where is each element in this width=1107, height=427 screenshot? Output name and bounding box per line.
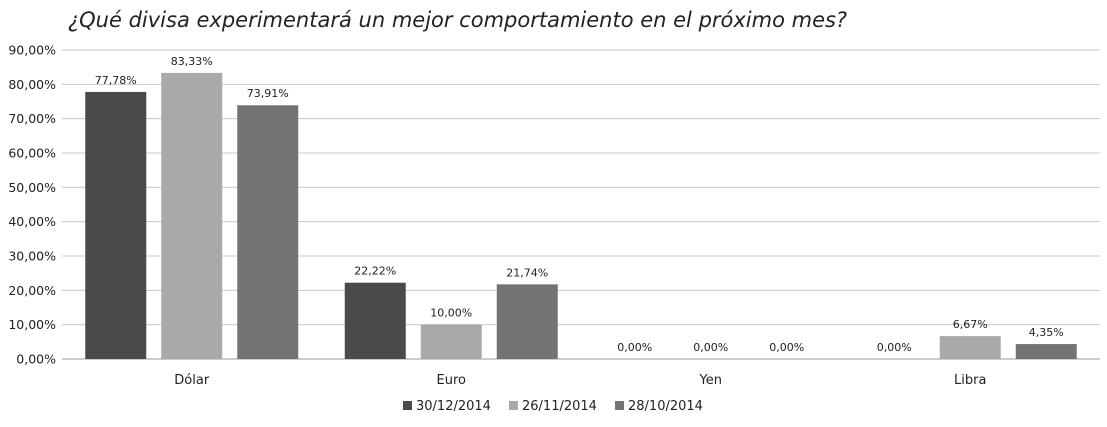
y-tick-label: 40,00% — [8, 214, 56, 229]
legend-swatch — [403, 401, 412, 410]
data-label: 0,00% — [617, 341, 652, 354]
data-label: 0,00% — [693, 341, 728, 354]
y-tick-label: 60,00% — [8, 146, 56, 161]
data-label: 0,00% — [877, 341, 912, 354]
y-tick-label: 70,00% — [8, 111, 56, 126]
bar — [237, 105, 299, 359]
legend-swatch — [509, 401, 518, 410]
data-label: 83,33% — [171, 55, 213, 68]
legend-swatch — [615, 401, 624, 410]
y-tick-label: 80,00% — [8, 77, 56, 92]
y-tick-label: 10,00% — [8, 317, 56, 332]
y-tick-label: 50,00% — [8, 180, 56, 195]
data-label: 6,67% — [953, 318, 988, 331]
bar — [1015, 344, 1077, 359]
y-tick-label: 30,00% — [8, 249, 56, 264]
x-tick-label: Dólar — [174, 373, 210, 388]
legend-label: 28/10/2014 — [628, 399, 703, 414]
chart-title: ¿Qué divisa experimentará un mejor compo… — [68, 8, 848, 32]
y-tick-label: 0,00% — [16, 352, 56, 367]
data-label: 0,00% — [769, 341, 804, 354]
bar — [939, 336, 1001, 359]
legend-label: 30/12/2014 — [416, 399, 491, 414]
data-label: 4,35% — [1029, 326, 1064, 339]
legend-label: 26/11/2014 — [522, 399, 597, 414]
data-label: 77,78% — [95, 74, 137, 87]
data-label: 22,22% — [354, 265, 396, 278]
data-label: 10,00% — [430, 307, 472, 320]
bar — [496, 284, 558, 359]
x-tick-label: Yen — [699, 373, 722, 388]
y-tick-label: 90,00% — [8, 43, 56, 58]
bar — [344, 282, 406, 359]
x-tick-label: Euro — [437, 373, 467, 388]
x-tick-label: Libra — [954, 373, 986, 388]
y-tick-label: 20,00% — [8, 283, 56, 298]
bar — [161, 72, 223, 359]
data-label: 73,91% — [247, 87, 289, 100]
bar — [85, 91, 147, 360]
data-label: 21,74% — [506, 266, 548, 279]
bar — [420, 324, 482, 359]
